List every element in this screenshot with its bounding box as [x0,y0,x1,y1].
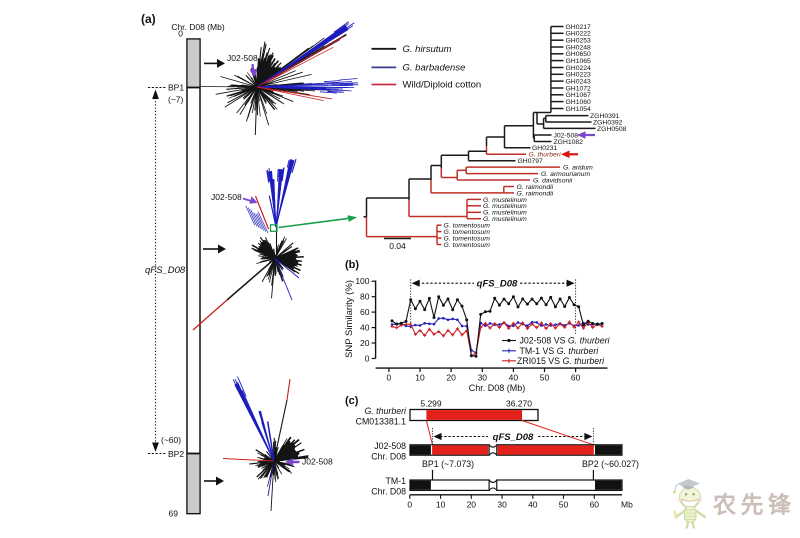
svg-text:30: 30 [497,500,507,510]
svg-text:J02-508: J02-508 [302,457,333,467]
svg-text:Wild/Diploid cotton: Wild/Diploid cotton [403,80,482,91]
svg-text:0: 0 [407,500,412,510]
svg-text:BP2: BP2 [168,449,184,459]
svg-text:G. tomentosum: G. tomentosum [444,242,491,249]
svg-text:qFS_D08: qFS_D08 [145,265,186,276]
svg-text:20: 20 [446,373,456,383]
svg-text:40: 40 [509,373,519,383]
svg-text:40: 40 [528,500,538,510]
svg-text:Chr. D08: Chr. D08 [371,487,406,497]
svg-text:G. barbadense: G. barbadense [403,62,466,73]
svg-text:Chr. D08 (Mb): Chr. D08 (Mb) [469,383,526,393]
svg-text:G. armourianum: G. armourianum [541,171,590,178]
svg-text:60: 60 [360,307,370,317]
svg-text:(a): (a) [141,12,156,26]
svg-text:GH1054: GH1054 [566,106,592,113]
svg-text:20: 20 [467,500,477,510]
svg-text:Mb: Mb [621,500,633,510]
svg-text:G. thurberi: G. thurberi [364,406,407,416]
svg-text:50: 50 [559,500,569,510]
svg-text:(b): (b) [345,259,359,271]
svg-text:ZRI015 VS G. thurberi: ZRI015 VS G. thurberi [517,356,605,366]
svg-text:0: 0 [178,29,183,39]
svg-text:qFS_D08: qFS_D08 [493,432,534,443]
svg-text:100: 100 [355,276,369,286]
svg-text:J02-508: J02-508 [227,53,258,63]
svg-text:BP1: BP1 [168,83,184,93]
svg-text:ZGH0508: ZGH0508 [597,126,627,133]
svg-text:0: 0 [387,373,392,383]
svg-text:TM-1: TM-1 [385,476,406,486]
svg-text:J02-508: J02-508 [374,441,406,451]
svg-text:ZGH1082: ZGH1082 [554,139,584,146]
svg-text:(c): (c) [345,395,359,407]
svg-text:J02-508 VS G. thurberi: J02-508 VS G. thurberi [520,336,611,346]
svg-text:G. hirsutum: G. hirsutum [403,44,452,55]
svg-text:Chr. D08: Chr. D08 [371,452,406,462]
svg-text:J02-508: J02-508 [211,192,242,202]
svg-text:TM-1 VS G. thurberi: TM-1 VS G. thurberi [520,346,600,356]
svg-text:0.04: 0.04 [389,241,406,251]
svg-text:CM013381.1: CM013381.1 [356,417,406,427]
svg-text:50: 50 [540,373,550,383]
svg-text:69: 69 [169,509,179,519]
svg-text:GH0797: GH0797 [518,158,544,165]
svg-text:20: 20 [360,338,370,348]
svg-text:农先锋: 农先锋 [712,492,796,518]
svg-text:10: 10 [436,500,446,510]
svg-text:(~7): (~7) [168,95,184,105]
svg-text:36.270: 36.270 [506,399,532,409]
svg-text:qFS_D08: qFS_D08 [477,279,518,290]
svg-text:10: 10 [415,373,425,383]
svg-text:80: 80 [360,292,370,302]
svg-text:BP2 (~60.027): BP2 (~60.027) [582,459,639,469]
svg-text:0: 0 [365,354,370,364]
svg-text:30: 30 [478,373,488,383]
svg-text:40: 40 [360,323,370,333]
svg-text:SNP Similarity (%): SNP Similarity (%) [344,280,355,358]
svg-text:(~60): (~60) [161,435,181,445]
svg-text:BP1 (~7.073): BP1 (~7.073) [422,459,474,469]
svg-text:60: 60 [571,373,581,383]
svg-text:60: 60 [590,500,600,510]
svg-text:5.299: 5.299 [420,399,442,409]
